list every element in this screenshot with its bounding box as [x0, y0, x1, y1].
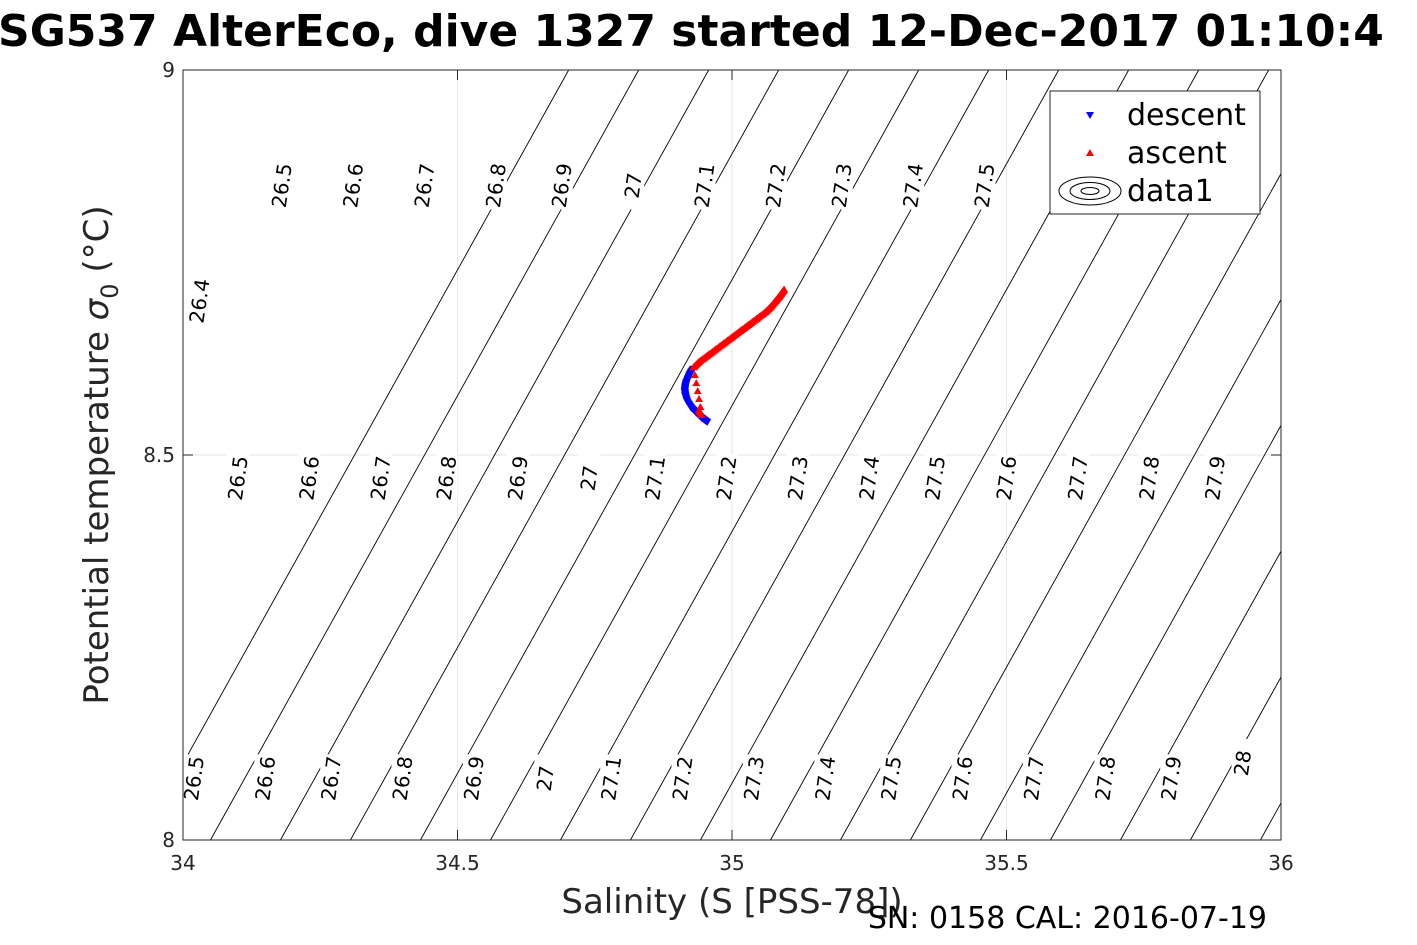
- contour-label-mask: [369, 454, 392, 503]
- contour-label-mask: [298, 454, 321, 503]
- data-markers: [680, 285, 789, 426]
- contour-label-mask: [951, 754, 974, 803]
- contour-label-mask: [880, 754, 903, 803]
- legend-data1-label: data1: [1127, 174, 1214, 209]
- contour-label-mask: [671, 754, 694, 803]
- contour-label-mask: [742, 754, 765, 803]
- y-axis-label-main: Potential temperature: [77, 320, 117, 704]
- x-tick-label: 35: [719, 851, 744, 875]
- contour-label-mask: [830, 161, 853, 210]
- contour-label-mask: [578, 454, 601, 503]
- footer-serial-calibration: SN: 0158 CAL: 2016-07-19: [868, 901, 1267, 936]
- contour-label-mask: [462, 754, 485, 803]
- contour-label: 27: [532, 764, 559, 793]
- contour-label-mask: [786, 454, 809, 503]
- x-tick-label: 36: [1268, 851, 1293, 875]
- y-axis-label-sigma: σ: [77, 297, 117, 320]
- x-tick-label: 35.5: [984, 851, 1029, 875]
- contour-label-mask: [1231, 739, 1254, 787]
- ascent-marker: [697, 410, 706, 418]
- contour-label-mask: [534, 754, 557, 803]
- contour-label-mask: [693, 161, 716, 210]
- axis-ticks: [182, 69, 1282, 841]
- isopycnal-contour: [1260, 802, 1282, 841]
- contour-label-mask: [506, 454, 529, 503]
- contour-label: 27: [576, 464, 603, 493]
- y-tick-label: 8: [162, 828, 175, 852]
- contour-label-mask: [435, 454, 458, 503]
- contour-label-mask: [973, 161, 996, 210]
- contour-label-mask: [814, 754, 837, 803]
- legend-ascent-label: ascent: [1127, 136, 1227, 171]
- ascent-marker: [696, 403, 705, 411]
- x-tick-labels: 34 34.5 35 35.5 36: [170, 851, 1293, 875]
- x-axis-label: Salinity (S [PSS-78]): [561, 882, 902, 922]
- contour-label-mask: [1204, 454, 1227, 503]
- contour-label-mask: [484, 161, 507, 210]
- x-tick-label: 34: [170, 851, 195, 875]
- ascent-marker: [692, 379, 701, 387]
- contour-labels: 26.426.5 26.6 26.7 26.8 26.9 27 27.1 27.2 27.3 27…: [179, 161, 1256, 803]
- contour-label-mask: [995, 454, 1018, 503]
- chart-title: SG537 AlterEco, dive 1327 started 12-Dec…: [0, 6, 1384, 57]
- contour-label-mask: [715, 454, 738, 503]
- contour-label: 28: [1229, 749, 1256, 778]
- ascent-marker: [693, 387, 702, 395]
- contour-label-mask: [391, 754, 414, 803]
- y-tick-labels: 88.59: [143, 58, 175, 852]
- legend-descent-label: descent: [1127, 98, 1246, 133]
- contour-label-mask: [764, 161, 787, 210]
- legend-contour-icon: [1058, 176, 1122, 206]
- contour-label-mask: [1066, 454, 1089, 503]
- isopycnal-contour: [980, 299, 1282, 841]
- contour-label-mask: [1160, 754, 1183, 803]
- contour-label-mask: [226, 454, 249, 503]
- y-tick-label: 9: [162, 58, 175, 82]
- contour-label-mask: [270, 161, 293, 210]
- contour-label-mask: [182, 754, 205, 803]
- isopycnal-contour: [1120, 551, 1282, 841]
- contour-label-mask: [600, 754, 623, 803]
- ascent-marker: [690, 371, 699, 379]
- legend-descent-marker: [1086, 112, 1094, 119]
- contour-label-mask: [644, 454, 667, 503]
- contour-label-mask: [1022, 754, 1045, 803]
- legend-ascent-marker: [1086, 149, 1094, 156]
- isopycnal-contour: [910, 173, 1282, 841]
- y-tick-label: 8.5: [143, 443, 175, 467]
- contour-label-mask: [342, 161, 365, 210]
- contour-label-mask: [924, 454, 947, 503]
- y-axis-label: Potential temperature σ0 (°C): [77, 205, 124, 704]
- y-axis-label-subscript: 0: [96, 283, 124, 298]
- ascent-marker: [780, 285, 789, 293]
- contour-label: 27: [620, 171, 647, 200]
- y-axis-label-units: (°C): [77, 205, 117, 283]
- contour-label-mask: [413, 161, 436, 210]
- x-tick-label: 34.5: [435, 851, 480, 875]
- contour-label-mask: [188, 277, 211, 325]
- contour-label-mask: [1094, 754, 1117, 803]
- contour-label-mask: [254, 754, 277, 803]
- contour-label-mask: [320, 754, 343, 803]
- isopycnal-contour: [1050, 425, 1282, 841]
- contour-label-mask: [550, 161, 573, 210]
- legend: descent ascent data1: [1049, 90, 1261, 215]
- contour-label-mask: [1138, 454, 1161, 503]
- contour-label-mask: [902, 161, 925, 210]
- contour-label-mask: [858, 454, 881, 503]
- contour-label-mask: [622, 161, 645, 210]
- ascent-marker: [695, 395, 704, 403]
